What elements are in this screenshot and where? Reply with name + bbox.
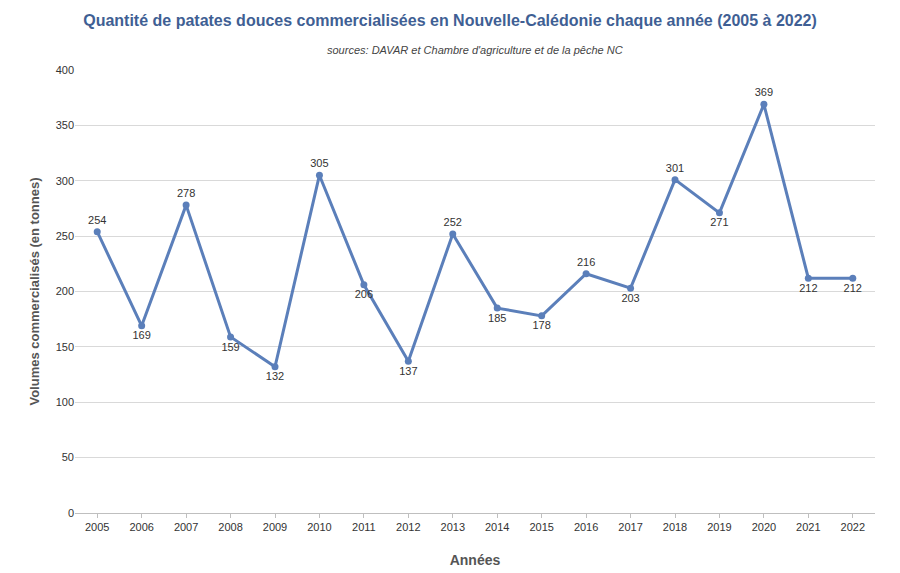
svg-text:159: 159 — [221, 341, 239, 353]
svg-text:50: 50 — [62, 451, 74, 463]
svg-text:185: 185 — [488, 312, 506, 324]
svg-text:2021: 2021 — [796, 521, 820, 533]
svg-text:2010: 2010 — [307, 521, 331, 533]
svg-text:212: 212 — [799, 282, 817, 294]
svg-text:250: 250 — [56, 230, 74, 242]
svg-text:2019: 2019 — [707, 521, 731, 533]
svg-text:301: 301 — [666, 162, 684, 174]
svg-text:2005: 2005 — [85, 521, 109, 533]
svg-text:400: 400 — [56, 64, 74, 76]
svg-text:203: 203 — [621, 292, 639, 304]
svg-text:200: 200 — [56, 285, 74, 297]
svg-text:206: 206 — [355, 288, 373, 300]
svg-text:2011: 2011 — [352, 521, 376, 533]
svg-text:369: 369 — [755, 86, 773, 98]
svg-text:2012: 2012 — [396, 521, 420, 533]
svg-text:Volumes commercialisés (en ton: Volumes commercialisés (en tonnes) — [27, 177, 42, 405]
svg-text:132: 132 — [266, 370, 284, 382]
svg-text:Quantité de patates douces com: Quantité de patates douces commercialisé… — [83, 12, 817, 29]
svg-text:212: 212 — [844, 282, 862, 294]
svg-text:178: 178 — [532, 319, 550, 331]
svg-text:305: 305 — [310, 157, 328, 169]
svg-text:254: 254 — [88, 214, 106, 226]
svg-text:278: 278 — [177, 187, 195, 199]
svg-text:137: 137 — [399, 365, 417, 377]
svg-text:2007: 2007 — [174, 521, 198, 533]
svg-text:sources: DAVAR et Chambre d'ag: sources: DAVAR et Chambre d'agriculture … — [327, 44, 623, 56]
svg-text:Années: Années — [450, 552, 501, 568]
svg-text:216: 216 — [577, 256, 595, 268]
svg-text:2008: 2008 — [218, 521, 242, 533]
svg-text:2015: 2015 — [529, 521, 553, 533]
svg-text:2017: 2017 — [618, 521, 642, 533]
svg-text:350: 350 — [56, 119, 74, 131]
svg-text:2009: 2009 — [263, 521, 287, 533]
svg-text:2022: 2022 — [841, 521, 865, 533]
svg-text:0: 0 — [68, 507, 74, 519]
svg-text:252: 252 — [444, 216, 462, 228]
svg-text:169: 169 — [132, 329, 150, 341]
svg-text:100: 100 — [56, 396, 74, 408]
svg-text:2018: 2018 — [663, 521, 687, 533]
svg-text:271: 271 — [710, 216, 728, 228]
svg-text:2020: 2020 — [752, 521, 776, 533]
svg-text:150: 150 — [56, 341, 74, 353]
svg-text:2006: 2006 — [129, 521, 153, 533]
svg-text:300: 300 — [56, 175, 74, 187]
svg-text:2014: 2014 — [485, 521, 509, 533]
svg-text:2016: 2016 — [574, 521, 598, 533]
svg-text:2013: 2013 — [441, 521, 465, 533]
